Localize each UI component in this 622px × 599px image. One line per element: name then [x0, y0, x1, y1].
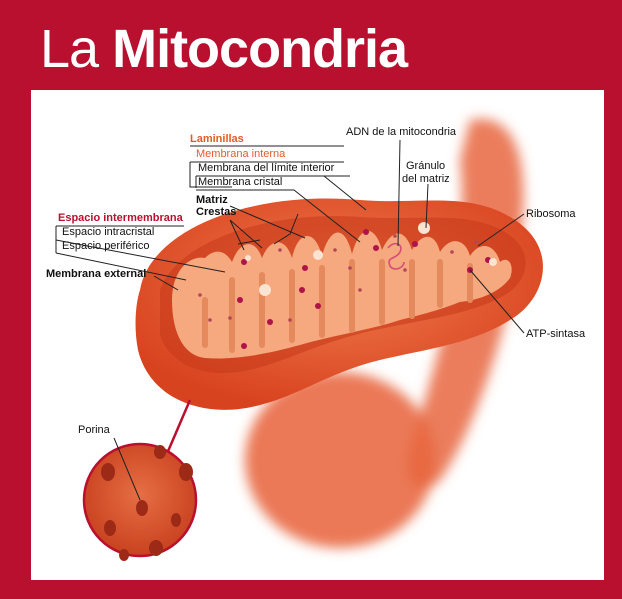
ribosome-dots: [198, 234, 478, 322]
leader-lines: [55, 139, 525, 501]
label-ribosoma: Ribosoma: [526, 208, 576, 220]
label-espacio-intermembrana: Espacio intermembrana: [58, 212, 183, 224]
title-part-la: La: [40, 19, 99, 79]
label-membrana-externa: Membrana external: [46, 268, 147, 280]
label-espacio-intracristal: Espacio intracristal: [62, 226, 155, 238]
title-part-mitocondria: Mitocondria: [112, 19, 408, 79]
label-membrana-interna: Membrana interna: [196, 148, 286, 160]
matrix-granules: [245, 222, 497, 296]
page-title: La Mitocondria: [40, 14, 408, 84]
label-atp-sintasa: ATP-sintasa: [526, 328, 586, 340]
label-membrana-limite: Membrana del límite interior: [198, 162, 335, 174]
label-espacio-periferico: Espacio periférico: [62, 240, 150, 252]
label-matriz: Matriz: [196, 194, 228, 206]
label-granulo-2: del matriz: [402, 173, 450, 185]
label-crestas: Crestas: [196, 206, 237, 218]
label-membrana-cristal: Membrana cristal: [198, 176, 283, 188]
cristae: [172, 230, 512, 359]
label-porina: Porina: [78, 424, 110, 436]
label-adn: ADN de la mitocondria: [346, 126, 457, 138]
label-laminillas: Laminillas: [190, 133, 244, 145]
label-granulo-1: Gránulo: [406, 160, 446, 172]
